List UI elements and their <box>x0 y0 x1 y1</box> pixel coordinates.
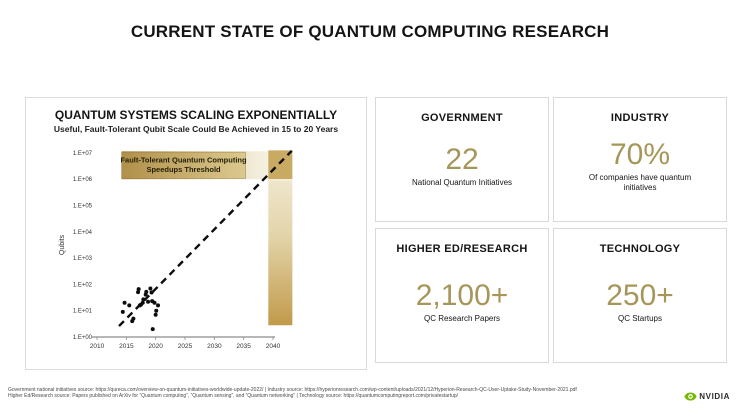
card-higher-ed-label: QC Research Papers <box>423 313 501 323</box>
svg-text:2015: 2015 <box>119 343 134 350</box>
svg-text:Speedups Threshold: Speedups Threshold <box>146 165 221 174</box>
source-line-1: Government national initiatives source: … <box>8 387 577 393</box>
card-higher-ed-research: HIGHER ED/RESEARCH 2,100+ QC Research Pa… <box>375 228 549 363</box>
card-industry: INDUSTRY 70% Of companies have quantum i… <box>553 97 727 222</box>
card-government: GOVERNMENT 22 National Quantum Initiativ… <box>375 97 549 222</box>
card-technology-title: TECHNOLOGY <box>599 243 681 255</box>
svg-text:1.E+00: 1.E+00 <box>73 335 93 341</box>
source-line-2: Higher Ed/Research source: Papers publis… <box>8 392 459 399</box>
svg-text:2010: 2010 <box>90 343 105 350</box>
svg-text:Fault-Tolerant Quantum Computi: Fault-Tolerant Quantum Computing <box>120 155 247 164</box>
card-government-label: National Quantum Initiatives <box>411 177 513 187</box>
svg-text:1.E+02: 1.E+02 <box>73 282 93 288</box>
chart-title: QUANTUM SYSTEMS SCALING EXPONENTIALLY <box>54 108 338 122</box>
card-technology-value: 250+ <box>606 278 674 312</box>
card-government-value: 22 <box>445 142 479 176</box>
nvidia-logo-text: NVIDIA <box>699 392 730 401</box>
svg-text:2040: 2040 <box>266 343 281 350</box>
chart-subtitle: Useful, Fault-Tolerant Qubit Scale Could… <box>53 124 339 134</box>
svg-text:2035: 2035 <box>236 343 251 350</box>
svg-text:1.E+07: 1.E+07 <box>73 151 93 157</box>
stat-cards: GOVERNMENT 22 National Quantum Initiativ… <box>375 97 727 363</box>
page-title: CURRENT STATE OF QUANTUM COMPUTING RESEA… <box>130 22 610 41</box>
card-industry-value: 70% <box>609 138 671 171</box>
card-higher-ed-title: HIGHER ED/RESEARCH <box>396 243 528 255</box>
svg-text:Qubits: Qubits <box>59 234 66 255</box>
card-industry-label: Of companies have quantum initiatives <box>588 173 692 192</box>
nvidia-eye-icon <box>684 392 697 401</box>
source-footer: Government national initiatives source: … <box>8 387 608 400</box>
svg-text:2025: 2025 <box>178 343 193 350</box>
svg-text:1.E+06: 1.E+06 <box>73 177 93 183</box>
svg-text:1.E+05: 1.E+05 <box>73 204 93 210</box>
svg-text:1.E+01: 1.E+01 <box>73 309 93 315</box>
card-technology-label: QC Startups <box>617 313 662 323</box>
card-government-title: GOVERNMENT <box>421 112 503 124</box>
card-higher-ed-value: 2,100+ <box>415 278 509 312</box>
svg-text:1.E+03: 1.E+03 <box>73 256 93 262</box>
svg-text:2030: 2030 <box>207 343 222 350</box>
svg-text:2020: 2020 <box>148 343 163 350</box>
chart-panel: QUANTUM SYSTEMS SCALING EXPONENTIALLY Us… <box>25 97 367 370</box>
svg-text:1.E+04: 1.E+04 <box>73 230 93 236</box>
card-industry-title: INDUSTRY <box>610 112 670 124</box>
nvidia-logo: NVIDIA <box>684 392 730 401</box>
qubit-scaling-chart: Fault-Tolerant Quantum ComputingSpeedups… <box>59 149 293 350</box>
card-technology: TECHNOLOGY 250+ QC Startups <box>553 228 727 363</box>
